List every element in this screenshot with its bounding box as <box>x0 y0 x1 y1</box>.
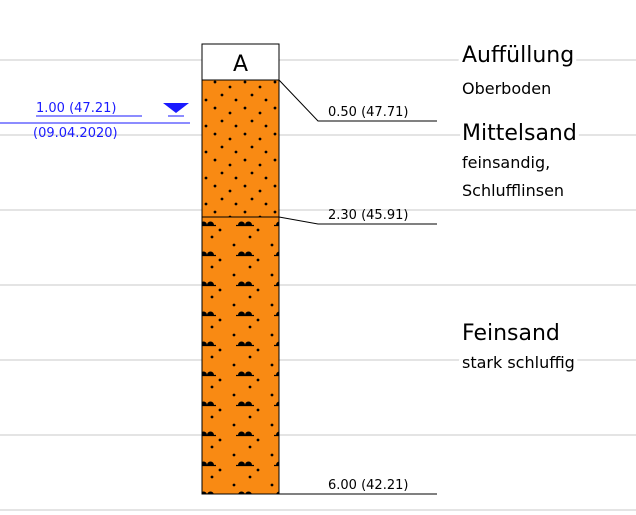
layer-name: Mittelsand <box>462 121 577 146</box>
depth-label: 2.30 (45.91) <box>328 208 408 223</box>
layer-name: Auffüllung <box>462 43 574 68</box>
grid-lines <box>0 59 636 511</box>
depth-leader <box>278 79 437 122</box>
water-symbol <box>163 103 189 113</box>
water-level-date: (09.04.2020) <box>33 126 118 141</box>
layer-description: feinsandig, <box>462 153 550 172</box>
layer-pattern <box>202 80 279 217</box>
layer-description: Schlufflinsen <box>462 181 564 200</box>
depth-label: 0.50 (47.71) <box>328 105 408 120</box>
layer-name: Feinsand <box>462 321 560 346</box>
borehole-name: A <box>233 52 248 77</box>
depth-leader <box>278 216 437 225</box>
layer-description: Oberboden <box>462 79 551 98</box>
layer-pattern <box>202 217 279 494</box>
water-level-depth: 1.00 (47.21) <box>36 101 116 116</box>
depth-label: 6.00 (42.21) <box>328 478 408 493</box>
layer-description: stark schluffig <box>462 353 575 372</box>
column-outline <box>201 79 280 495</box>
